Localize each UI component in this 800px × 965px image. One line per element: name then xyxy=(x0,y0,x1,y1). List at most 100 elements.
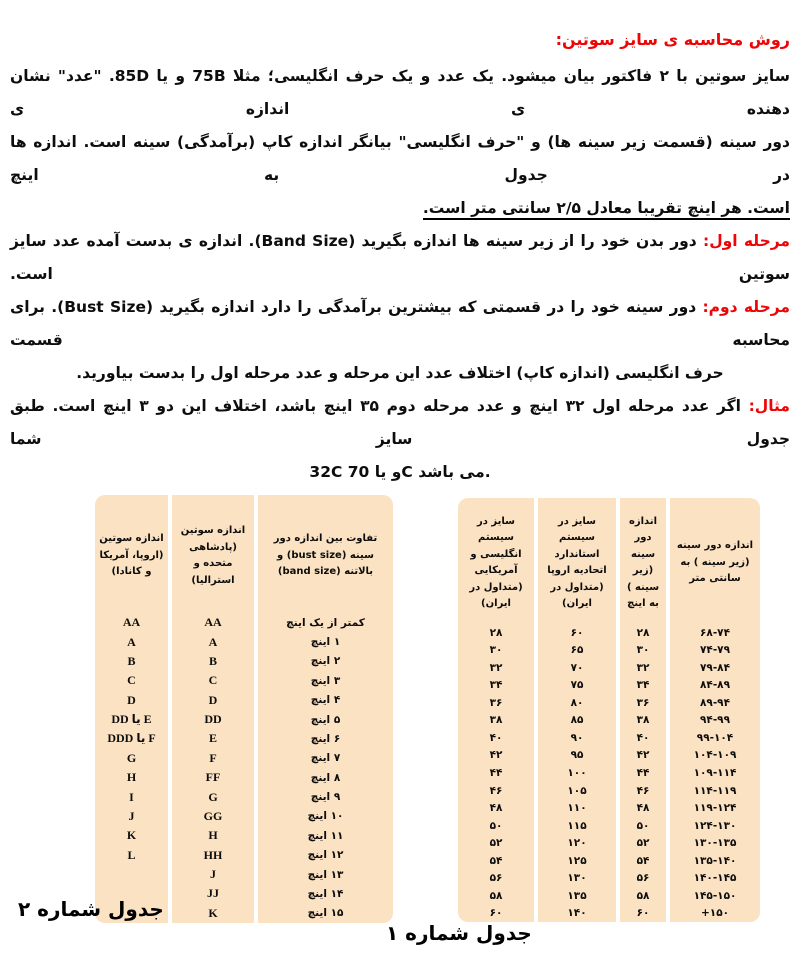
table-cell: ۴۴ xyxy=(489,767,503,780)
table-cell: ۴۶ xyxy=(636,784,650,797)
table-cell: ۱۲۰ xyxy=(567,837,587,850)
table-cell: ۵۴ xyxy=(489,854,503,867)
table-cell xyxy=(95,865,168,884)
table-cell: ۱۴ اینچ xyxy=(307,887,344,900)
table-cell: ۶۰ xyxy=(636,907,650,920)
table-cell: ۸۰ xyxy=(570,696,584,709)
column-header: تفاوت بین اندازه دور سینه (bust size) و … xyxy=(273,533,378,578)
example-line-1: مثال: اگر عدد مرحله اول ۳۲ اینچ و عدد مر… xyxy=(10,390,790,456)
table-cell: ۱ اینچ xyxy=(310,636,341,649)
table-cell: ۶۰ xyxy=(489,907,503,920)
band-size-conversion-table: اندازه دور سینه (زیر سینه ) به سانتی متر… xyxy=(458,498,760,922)
table-cell: J xyxy=(210,867,216,882)
table-cell: ۳ اینچ xyxy=(310,674,341,687)
table-cell: ۸۴-۸۹ xyxy=(700,679,730,692)
table-cell: ۵ اینچ xyxy=(310,713,341,726)
table-cell: ۳۴ xyxy=(636,679,650,692)
table-cell: ۵۰ xyxy=(489,819,503,832)
table-cell: ۵۶ xyxy=(489,872,503,885)
example-line-2: 32C و یا 70C می باشد. xyxy=(309,463,491,481)
table-cell: I xyxy=(129,789,134,804)
table-cell: ۶۸-۷۴ xyxy=(700,626,730,639)
table-cell: ۵۸ xyxy=(636,889,650,902)
table-cell: ۱۱ اینچ xyxy=(307,829,344,842)
table-cell: ۱۴۵-۱۵۰ xyxy=(693,889,737,902)
table-cell: ۳۲ xyxy=(489,661,503,674)
step2-text: دور سینه خود را در قسمتی که بیشترین برآم… xyxy=(10,298,790,349)
table-cell: ۱۰۰ xyxy=(567,767,587,780)
table1-column-3: سایز در سیستم استاندارد اتحادیه اروپا (م… xyxy=(538,498,616,922)
table-cell: ۱۳۵-۱۴۰ xyxy=(693,854,737,867)
table-cell: ۱۰۵ xyxy=(567,784,587,797)
table-cell: ۵۴ xyxy=(636,854,650,867)
table-cell: ۴۰ xyxy=(489,731,503,744)
table-cell: ۴ اینچ xyxy=(310,694,341,707)
step2-label: مرحله دوم: xyxy=(702,298,791,316)
table-cell: ۳۰ xyxy=(636,644,650,657)
table-cell: ۱۲۴-۱۳۰ xyxy=(693,819,737,832)
column-header: اندازه دور سینه (زیر سینه ) به اینچ xyxy=(626,515,660,610)
table1-column-4: سایز در سیستم انگلیسی و آمریکایی (متداول… xyxy=(458,498,534,922)
table-cell: ۱۲۵ xyxy=(567,854,587,867)
table1-column-1: اندازه دور سینه (زیر سینه ) به سانتی متر… xyxy=(670,498,760,922)
table-cell: ۱۲ اینچ xyxy=(307,849,344,862)
column-header: اندازه دور سینه (زیر سینه ) به سانتی متر xyxy=(676,540,754,585)
size-difference-cup-table: تفاوت بین اندازه دور سینه (bust size) و … xyxy=(95,495,393,923)
table-cell: ۱۱۵ xyxy=(567,819,587,832)
intro-line-1: سایز سوتین با ۲ فاکتور بیان میشود. یک عد… xyxy=(10,67,790,118)
table-cell: HH xyxy=(203,847,223,862)
table-cell: ۱۰ اینچ xyxy=(307,810,344,823)
table-cell: کمتر از یک اینچ xyxy=(286,616,365,629)
table-cell: L xyxy=(127,847,136,862)
table-cell: ۱۱۴-۱۱۹ xyxy=(693,784,737,797)
table-cell: ۹۰ xyxy=(570,731,584,744)
table-cell: ۱۰۹-۱۱۴ xyxy=(693,767,737,780)
table-cell: ۱۱۹-۱۲۴ xyxy=(693,802,737,815)
table-cell: C xyxy=(208,673,218,688)
table1-caption: جدول شماره ۱ xyxy=(386,921,532,945)
table-cell: ۸۹-۹۴ xyxy=(700,696,730,709)
table-cell: E یا DD xyxy=(111,712,152,727)
table-cell: F xyxy=(209,750,217,765)
table-cell: ۷ اینچ xyxy=(310,752,341,765)
table-cell: ۵۶ xyxy=(636,872,650,885)
table-cell: ۵۲ xyxy=(489,837,503,850)
table-cell: ۳۲ xyxy=(636,661,650,674)
table-cell: AA xyxy=(204,615,222,630)
table-cell: ۴۰ xyxy=(636,731,650,744)
table-cell: ۹۵ xyxy=(570,749,584,762)
table-cell: ۲۸ xyxy=(489,626,503,639)
example-label: مثال: xyxy=(748,397,790,415)
column-header: سایز در سیستم استاندارد اتحادیه اروپا (م… xyxy=(547,515,607,610)
table-cell: ۷۵ xyxy=(570,679,584,692)
table-cell: ۲ اینچ xyxy=(310,655,341,668)
table-cell: ۹۹-۱۰۴ xyxy=(696,731,734,744)
table-cell: ۷۹-۸۴ xyxy=(700,661,730,674)
table-cell: A xyxy=(127,634,136,649)
column-header: اندازه سوتین (پادشاهی متحده و استرالیا) xyxy=(180,525,246,586)
table-cell: DD xyxy=(204,712,222,727)
table-cell: ۹۴-۹۹ xyxy=(700,714,730,727)
table-cell: ۷۴-۷۹ xyxy=(700,644,730,657)
tables-area: تفاوت بین اندازه دور سینه (bust size) و … xyxy=(10,495,790,965)
table-cell: ۳۸ xyxy=(636,714,650,727)
table-cell: ۱۳۵ xyxy=(567,889,587,902)
table-cell: ۴۸ xyxy=(636,802,650,815)
table-cell: ۱۵ اینچ xyxy=(307,907,344,920)
table2-column-3: اندازه سوتین (اروپا، آمریکا و کانادا) AA A… xyxy=(95,495,168,923)
table-cell: D xyxy=(208,692,218,707)
table-cell: ۲۸ xyxy=(636,626,650,639)
table-cell: ۸ اینچ xyxy=(310,771,341,784)
table-cell: ۴۴ xyxy=(636,767,650,780)
table2-caption: جدول شماره ۲ xyxy=(18,897,164,921)
table-cell: GG xyxy=(203,808,223,823)
table-cell: ۴۲ xyxy=(489,749,503,762)
step1-label: مرحله اول: xyxy=(703,232,790,250)
table-cell: FF xyxy=(205,770,221,785)
table-cell: ۱۰۴-۱۰۹ xyxy=(693,749,737,762)
intro-line-3: است. هر اینچ تقریبا معادل ۲/۵ سانتی متر … xyxy=(10,192,790,225)
page-title: روش محاسبه ی سایز سوتین: xyxy=(555,30,790,49)
table-cell: ۶۵ xyxy=(570,644,584,657)
table-cell: ۱۱۰ xyxy=(567,802,587,815)
table-cell: E xyxy=(209,731,218,746)
